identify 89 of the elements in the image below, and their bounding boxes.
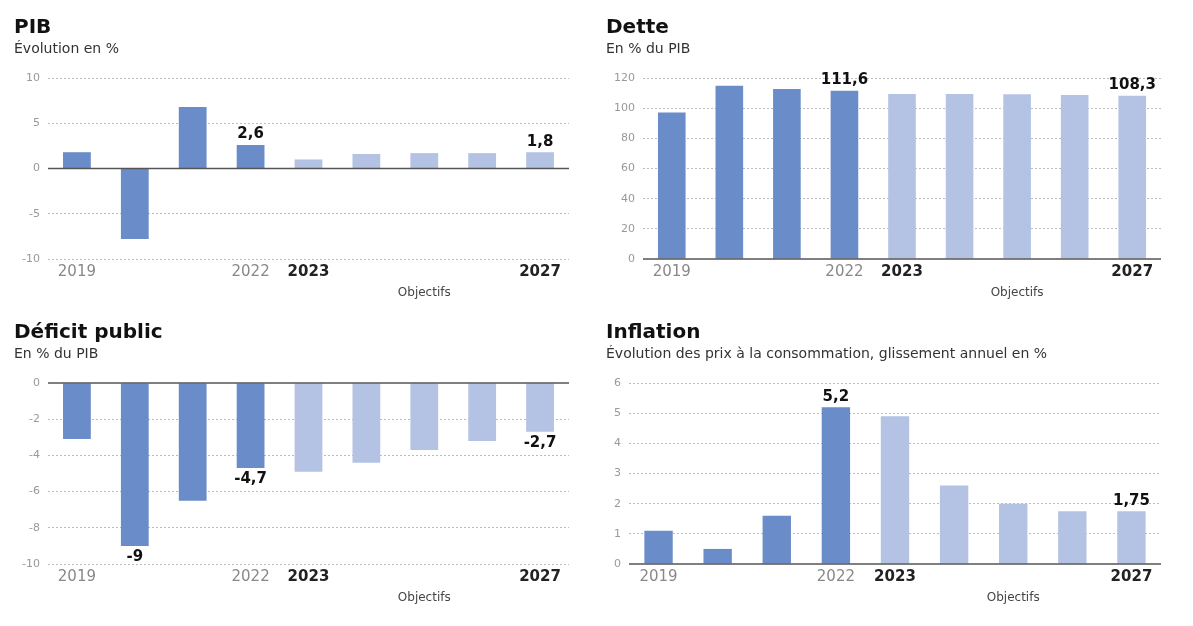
bar — [410, 153, 439, 168]
data-label: 1,8 — [526, 131, 554, 150]
data-label: 108,3 — [1108, 75, 1156, 94]
y-tick-label: 0 — [32, 375, 40, 389]
y-tick-label: 2 — [614, 496, 621, 510]
bar — [939, 485, 969, 564]
y-tick-label: -2 — [29, 412, 40, 426]
bar — [1058, 511, 1087, 564]
x-tick-label: 2019 — [57, 566, 97, 585]
bar — [830, 90, 859, 259]
y-tick-label: 80 — [621, 131, 635, 145]
y-tick-label: 3 — [614, 466, 621, 480]
bar — [945, 93, 974, 259]
bar — [773, 89, 801, 259]
x-tick-label: 2027 — [1110, 566, 1153, 585]
bar — [178, 106, 207, 168]
x-tick-label: 2022 — [231, 261, 270, 280]
bar — [880, 416, 910, 564]
data-label: 2,6 — [237, 124, 264, 143]
x-tick-label: 2023 — [874, 566, 916, 585]
chart-subtitle: En % du PIB — [14, 345, 100, 361]
y-tick-label: 20 — [621, 221, 635, 235]
text: Objectifs — [397, 590, 451, 605]
y-tick-label: 40 — [621, 191, 635, 205]
bar — [1003, 94, 1031, 259]
x-tick-label: 2019 — [639, 566, 678, 585]
bar — [468, 153, 497, 168]
y-tick-label: -5 — [29, 206, 40, 220]
y-tick-label: 10 — [25, 70, 40, 84]
bar — [352, 154, 381, 168]
y-tick-label: -4 — [29, 448, 40, 462]
text: Objectifs — [990, 285, 1044, 300]
y-tick-label: 120 — [614, 70, 635, 84]
x-tick-label: 2022 — [825, 261, 864, 280]
text: Objectifs — [397, 285, 451, 300]
chart-title: Inflation — [606, 319, 702, 343]
x-tick-label: 2023 — [287, 566, 330, 585]
chart-title: Déficit public — [14, 319, 164, 343]
bar — [236, 144, 265, 168]
bar — [1060, 95, 1089, 259]
data-label: 111,6 — [820, 70, 869, 89]
x-tick-label: 2027 — [1111, 261, 1154, 280]
chart-subtitle: Évolution en % — [14, 40, 120, 56]
y-tick-label: 1 — [614, 526, 621, 540]
bar — [1117, 511, 1146, 564]
bar — [999, 503, 1028, 564]
bar — [63, 152, 91, 168]
bar — [762, 515, 791, 564]
bar — [294, 159, 323, 168]
y-tick-label: 0 — [628, 251, 635, 265]
x-tick-label: 2019 — [652, 261, 691, 280]
y-tick-label: 4 — [614, 436, 621, 450]
data-label: 1,75 — [1112, 490, 1150, 509]
y-tick-label: 5 — [614, 406, 621, 420]
x-tick-label: 2027 — [519, 261, 561, 280]
data-label: -4,7 — [234, 469, 267, 488]
bar — [120, 169, 149, 240]
y-tick-label: 100 — [614, 101, 635, 115]
x-tick-label: 2023 — [287, 261, 330, 280]
text: Objectifs — [986, 590, 1040, 605]
y-tick-label: 6 — [614, 375, 621, 389]
data-label: -9 — [126, 547, 144, 566]
bar — [703, 548, 732, 564]
bar — [644, 530, 673, 564]
y-tick-label: 5 — [32, 116, 40, 130]
chart-title: Dette — [606, 14, 670, 38]
y-tick-label: 0 — [32, 161, 40, 175]
x-tick-label: 2023 — [881, 261, 923, 280]
y-tick-label: -6 — [29, 484, 40, 498]
chart-title: PIB — [14, 14, 53, 38]
bar — [526, 152, 554, 168]
x-tick-label: 2022 — [816, 566, 855, 585]
bar — [1118, 95, 1147, 259]
x-tick-label: 2022 — [231, 566, 270, 585]
x-tick-label: 2027 — [519, 566, 561, 585]
y-tick-label: -10 — [22, 556, 40, 570]
chart-subtitle: Évolution des prix à la consommation, glissement annuel en % — [606, 345, 1049, 361]
y-tick-label: 60 — [621, 161, 635, 175]
y-tick-label: -10 — [22, 251, 40, 265]
x-tick-label: 2019 — [57, 261, 97, 280]
bar — [657, 112, 686, 259]
bar — [888, 93, 916, 259]
y-tick-label: 0 — [614, 556, 621, 570]
data-label: 5,2 — [822, 386, 850, 405]
bar — [715, 85, 744, 259]
y-tick-label: -8 — [29, 520, 40, 534]
data-label: -2,7 — [523, 433, 557, 452]
bar — [821, 407, 851, 564]
chart-subtitle: En % du PIB — [606, 40, 692, 56]
